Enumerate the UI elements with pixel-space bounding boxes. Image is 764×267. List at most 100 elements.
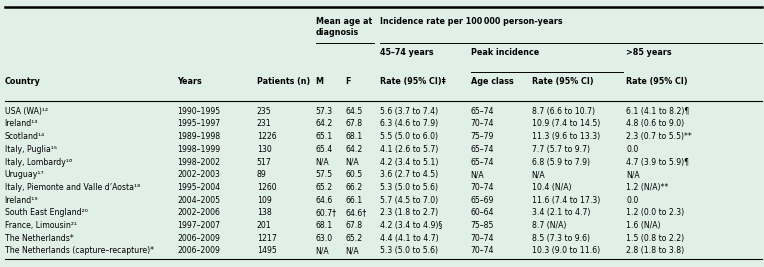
Text: Italy, Lombardy¹⁶: Italy, Lombardy¹⁶ bbox=[5, 158, 72, 167]
Text: 4.2 (3.4 to 5.1): 4.2 (3.4 to 5.1) bbox=[380, 158, 438, 167]
Text: 2006–2009: 2006–2009 bbox=[177, 246, 220, 255]
Text: Rate (95% CI)‡: Rate (95% CI)‡ bbox=[380, 77, 445, 87]
Text: >85 years: >85 years bbox=[626, 48, 672, 57]
Text: Rate (95% CI): Rate (95% CI) bbox=[626, 77, 688, 87]
Text: 4.4 (4.1 to 4.7): 4.4 (4.1 to 4.7) bbox=[380, 234, 439, 243]
Text: 70–74: 70–74 bbox=[471, 120, 494, 128]
Text: 3.4 (2.1 to 4.7): 3.4 (2.1 to 4.7) bbox=[532, 208, 590, 217]
Text: Country: Country bbox=[5, 77, 40, 87]
Text: 57.3: 57.3 bbox=[316, 107, 332, 116]
Text: Italy, Puglia¹⁵: Italy, Puglia¹⁵ bbox=[5, 145, 57, 154]
Text: 2002–2003: 2002–2003 bbox=[177, 170, 220, 179]
Text: 67.8: 67.8 bbox=[345, 120, 362, 128]
Text: 70–74: 70–74 bbox=[471, 234, 494, 243]
Text: 4.7 (3.9 to 5.9)¶: 4.7 (3.9 to 5.9)¶ bbox=[626, 158, 689, 167]
Text: 2004–2005: 2004–2005 bbox=[177, 195, 220, 205]
Text: 45–74 years: 45–74 years bbox=[380, 48, 433, 57]
Text: 1997–2007: 1997–2007 bbox=[177, 221, 220, 230]
Text: Peak incidence: Peak incidence bbox=[471, 48, 539, 57]
Text: 1226: 1226 bbox=[257, 132, 277, 141]
Text: 5.7 (4.5 to 7.0): 5.7 (4.5 to 7.0) bbox=[380, 195, 438, 205]
Text: 1.2 (0.0 to 2.3): 1.2 (0.0 to 2.3) bbox=[626, 208, 685, 217]
Text: 1998–1999: 1998–1999 bbox=[177, 145, 220, 154]
Text: 75–85: 75–85 bbox=[471, 221, 494, 230]
Text: 10.9 (7.4 to 14.5): 10.9 (7.4 to 14.5) bbox=[532, 120, 600, 128]
Text: 64.2: 64.2 bbox=[316, 120, 333, 128]
Text: 10.3 (9.0 to 11.6): 10.3 (9.0 to 11.6) bbox=[532, 246, 600, 255]
Text: 6.1 (4.1 to 8.2)¶: 6.1 (4.1 to 8.2)¶ bbox=[626, 107, 690, 116]
Text: South East England²⁰: South East England²⁰ bbox=[5, 208, 87, 217]
Text: Rate (95% CI): Rate (95% CI) bbox=[532, 77, 594, 87]
Text: 64.6†: 64.6† bbox=[345, 208, 367, 217]
Text: 1995–1997: 1995–1997 bbox=[177, 120, 220, 128]
Text: 5.3 (5.0 to 5.6): 5.3 (5.0 to 5.6) bbox=[380, 246, 438, 255]
Text: 130: 130 bbox=[257, 145, 271, 154]
Text: Age class: Age class bbox=[471, 77, 513, 87]
Text: 68.1: 68.1 bbox=[345, 132, 363, 141]
Text: 70–74: 70–74 bbox=[471, 246, 494, 255]
Text: 0.0: 0.0 bbox=[626, 195, 639, 205]
Text: 1995–2004: 1995–2004 bbox=[177, 183, 220, 192]
Text: 8.5 (7.3 to 9.6): 8.5 (7.3 to 9.6) bbox=[532, 234, 590, 243]
Text: 6.3 (4.6 to 7.9): 6.3 (4.6 to 7.9) bbox=[380, 120, 438, 128]
Text: N/A: N/A bbox=[345, 246, 359, 255]
Text: 1495: 1495 bbox=[257, 246, 277, 255]
Text: 5.6 (3.7 to 7.4): 5.6 (3.7 to 7.4) bbox=[380, 107, 438, 116]
Text: N/A: N/A bbox=[626, 170, 640, 179]
Text: 67.8: 67.8 bbox=[345, 221, 362, 230]
Text: 1217: 1217 bbox=[257, 234, 277, 243]
Text: 11.6 (7.4 to 17.3): 11.6 (7.4 to 17.3) bbox=[532, 195, 600, 205]
Text: The Netherlands (capture–recapture)*: The Netherlands (capture–recapture)* bbox=[5, 246, 154, 255]
Text: 2.3 (0.7 to 5.5)**: 2.3 (0.7 to 5.5)** bbox=[626, 132, 692, 141]
Text: N/A: N/A bbox=[316, 246, 329, 255]
Text: 65.2: 65.2 bbox=[316, 183, 332, 192]
Text: 8.7 (N/A): 8.7 (N/A) bbox=[532, 221, 566, 230]
Text: 7.7 (5.7 to 9.7): 7.7 (5.7 to 9.7) bbox=[532, 145, 590, 154]
Text: M: M bbox=[316, 77, 323, 87]
Text: 109: 109 bbox=[257, 195, 271, 205]
Text: 60.5: 60.5 bbox=[345, 170, 362, 179]
Text: 4.1 (2.6 to 5.7): 4.1 (2.6 to 5.7) bbox=[380, 145, 438, 154]
Text: USA (WA)¹²: USA (WA)¹² bbox=[5, 107, 47, 116]
Text: 4.2 (3.4 to 4.9)§: 4.2 (3.4 to 4.9)§ bbox=[380, 221, 442, 230]
Text: 64.5: 64.5 bbox=[345, 107, 363, 116]
Text: 89: 89 bbox=[257, 170, 267, 179]
Text: Scotland¹⁴: Scotland¹⁴ bbox=[5, 132, 45, 141]
Text: Years: Years bbox=[177, 77, 202, 87]
Text: 65–74: 65–74 bbox=[471, 107, 494, 116]
Text: 201: 201 bbox=[257, 221, 271, 230]
Text: 2.3 (1.8 to 2.7): 2.3 (1.8 to 2.7) bbox=[380, 208, 438, 217]
Text: 1990–1995: 1990–1995 bbox=[177, 107, 220, 116]
Text: N/A: N/A bbox=[345, 158, 359, 167]
Text: 65.1: 65.1 bbox=[316, 132, 333, 141]
Text: 5.3 (5.0 to 5.6): 5.3 (5.0 to 5.6) bbox=[380, 183, 438, 192]
Text: 66.2: 66.2 bbox=[345, 183, 362, 192]
Text: N/A: N/A bbox=[471, 170, 484, 179]
Text: 1260: 1260 bbox=[257, 183, 277, 192]
Text: 2002–2006: 2002–2006 bbox=[177, 208, 220, 217]
Text: 60.7†: 60.7† bbox=[316, 208, 337, 217]
Text: 1.5 (0.8 to 2.2): 1.5 (0.8 to 2.2) bbox=[626, 234, 685, 243]
Text: N/A: N/A bbox=[532, 170, 545, 179]
Text: 66.1: 66.1 bbox=[345, 195, 363, 205]
Text: Incidence rate per 100 000 person-years: Incidence rate per 100 000 person-years bbox=[380, 17, 562, 26]
Text: 2.8 (1.8 to 3.8): 2.8 (1.8 to 3.8) bbox=[626, 246, 685, 255]
Text: 2006–2009: 2006–2009 bbox=[177, 234, 220, 243]
Text: 6.8 (5.9 to 7.9): 6.8 (5.9 to 7.9) bbox=[532, 158, 590, 167]
Text: F: F bbox=[345, 77, 351, 87]
Text: Mean age at
diagnosis: Mean age at diagnosis bbox=[316, 17, 372, 37]
Text: Patients (n): Patients (n) bbox=[257, 77, 310, 87]
Text: 10.4 (N/A): 10.4 (N/A) bbox=[532, 183, 571, 192]
Text: 65–69: 65–69 bbox=[471, 195, 494, 205]
Text: 1.6 (N/A): 1.6 (N/A) bbox=[626, 221, 661, 230]
Text: 65–74: 65–74 bbox=[471, 158, 494, 167]
Text: Italy, Piemonte and Valle d’Aosta¹⁸: Italy, Piemonte and Valle d’Aosta¹⁸ bbox=[5, 183, 140, 192]
Text: 235: 235 bbox=[257, 107, 271, 116]
Text: 1989–1998: 1989–1998 bbox=[177, 132, 220, 141]
Text: 65.4: 65.4 bbox=[316, 145, 333, 154]
Text: 60–64: 60–64 bbox=[471, 208, 494, 217]
Text: N/A: N/A bbox=[316, 158, 329, 167]
Text: 517: 517 bbox=[257, 158, 271, 167]
Text: 64.2: 64.2 bbox=[345, 145, 363, 154]
Text: 57.5: 57.5 bbox=[316, 170, 332, 179]
